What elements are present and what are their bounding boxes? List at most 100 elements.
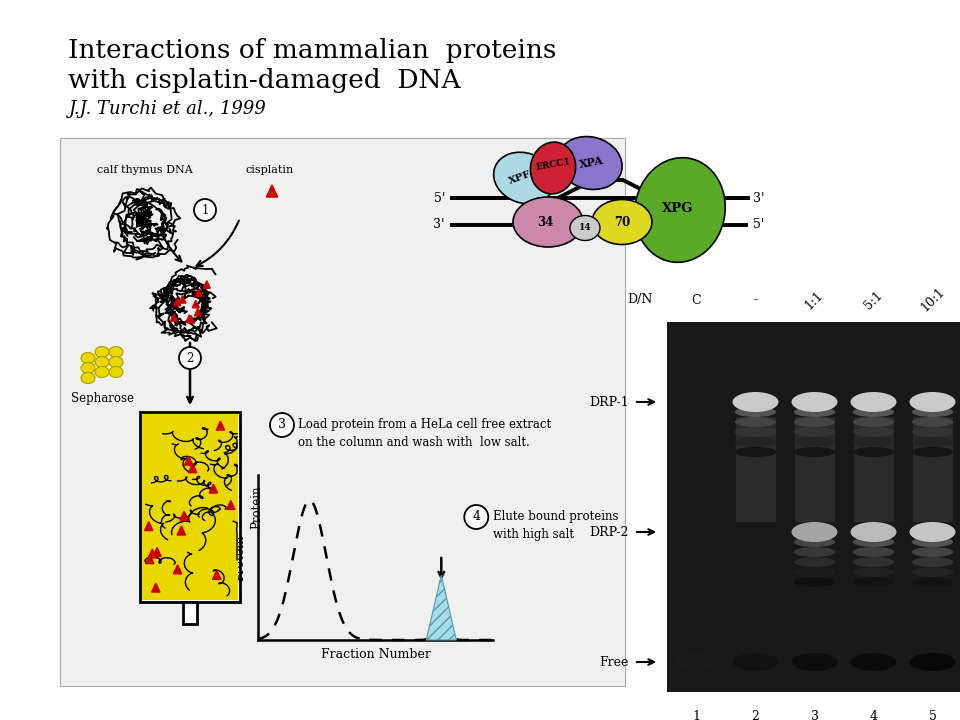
- Text: 34: 34: [537, 215, 553, 228]
- Ellipse shape: [912, 537, 953, 547]
- Ellipse shape: [794, 437, 835, 447]
- FancyBboxPatch shape: [735, 417, 776, 522]
- FancyBboxPatch shape: [795, 417, 834, 522]
- Ellipse shape: [794, 417, 835, 427]
- Text: DRP-1: DRP-1: [589, 395, 629, 408]
- FancyBboxPatch shape: [913, 417, 952, 522]
- Text: with cisplatin-damaged  DNA: with cisplatin-damaged DNA: [68, 68, 461, 93]
- Text: D/N: D/N: [627, 294, 653, 307]
- Polygon shape: [178, 526, 185, 535]
- Ellipse shape: [852, 437, 894, 447]
- Text: 10:1: 10:1: [918, 285, 947, 315]
- Polygon shape: [153, 547, 161, 557]
- Ellipse shape: [794, 547, 835, 557]
- FancyBboxPatch shape: [60, 138, 625, 686]
- Ellipse shape: [852, 407, 894, 417]
- Ellipse shape: [852, 427, 894, 437]
- Ellipse shape: [909, 522, 955, 542]
- Ellipse shape: [791, 653, 837, 671]
- Circle shape: [194, 199, 216, 221]
- Text: cisplatin: cisplatin: [246, 165, 294, 175]
- Ellipse shape: [794, 537, 835, 547]
- Text: Protein: Protein: [233, 534, 247, 581]
- Ellipse shape: [912, 567, 953, 577]
- Ellipse shape: [912, 407, 953, 417]
- Ellipse shape: [95, 356, 109, 367]
- Polygon shape: [194, 308, 202, 316]
- Text: -: -: [754, 294, 757, 307]
- Ellipse shape: [732, 653, 779, 671]
- Polygon shape: [148, 549, 156, 558]
- Text: 4: 4: [472, 510, 480, 523]
- Ellipse shape: [852, 577, 894, 587]
- Ellipse shape: [732, 392, 779, 412]
- Ellipse shape: [909, 653, 955, 671]
- Polygon shape: [171, 314, 178, 321]
- Text: XPG: XPG: [662, 202, 694, 215]
- Text: Free: Free: [600, 655, 629, 668]
- Ellipse shape: [81, 362, 95, 374]
- Text: 3: 3: [810, 710, 819, 720]
- Polygon shape: [216, 421, 225, 430]
- Ellipse shape: [734, 447, 777, 457]
- Polygon shape: [192, 300, 200, 307]
- Ellipse shape: [674, 653, 719, 671]
- Text: 1: 1: [692, 710, 701, 720]
- Text: 2: 2: [186, 351, 194, 364]
- Text: J.J. Turchi et al., 1999: J.J. Turchi et al., 1999: [68, 100, 266, 118]
- Ellipse shape: [570, 215, 600, 240]
- Ellipse shape: [852, 537, 894, 547]
- Ellipse shape: [530, 142, 576, 194]
- Ellipse shape: [81, 353, 95, 364]
- Text: 70: 70: [613, 215, 630, 228]
- Ellipse shape: [794, 567, 835, 577]
- FancyBboxPatch shape: [183, 602, 197, 624]
- Text: Protein: Protein: [250, 485, 263, 528]
- Ellipse shape: [794, 557, 835, 567]
- Ellipse shape: [95, 366, 109, 377]
- Ellipse shape: [912, 447, 953, 457]
- Ellipse shape: [734, 407, 777, 417]
- Text: 5': 5': [753, 218, 764, 232]
- Polygon shape: [188, 464, 197, 473]
- Text: 3': 3': [434, 218, 445, 232]
- Polygon shape: [209, 484, 218, 493]
- Text: 1:1: 1:1: [803, 288, 827, 312]
- Text: 5:1: 5:1: [862, 288, 885, 312]
- Ellipse shape: [635, 158, 725, 262]
- Text: 3': 3': [753, 192, 764, 204]
- Ellipse shape: [909, 392, 955, 412]
- Text: DRP-2: DRP-2: [589, 526, 629, 539]
- Ellipse shape: [912, 417, 953, 427]
- Text: XPF: XPF: [508, 170, 533, 186]
- Ellipse shape: [794, 407, 835, 417]
- FancyBboxPatch shape: [140, 412, 240, 602]
- Ellipse shape: [592, 199, 652, 245]
- Text: Load protein from a HeLa cell free extract
on the column and wash with  low salt: Load protein from a HeLa cell free extra…: [298, 418, 551, 449]
- Polygon shape: [186, 315, 193, 323]
- Polygon shape: [227, 500, 235, 510]
- Text: Sepharose: Sepharose: [70, 392, 133, 405]
- Polygon shape: [426, 575, 456, 640]
- Text: Elute bound proteins
with high salt: Elute bound proteins with high salt: [493, 510, 619, 541]
- Circle shape: [270, 413, 294, 437]
- Ellipse shape: [851, 522, 897, 542]
- Polygon shape: [152, 583, 160, 592]
- Ellipse shape: [558, 137, 622, 189]
- Text: Fraction Number: Fraction Number: [321, 648, 430, 661]
- Text: calf thymus DNA: calf thymus DNA: [97, 165, 193, 175]
- Text: C: C: [692, 294, 702, 307]
- Polygon shape: [145, 521, 153, 531]
- Polygon shape: [180, 511, 188, 520]
- Ellipse shape: [851, 392, 897, 412]
- Polygon shape: [184, 456, 193, 465]
- Polygon shape: [187, 315, 195, 323]
- Polygon shape: [146, 554, 154, 564]
- Ellipse shape: [912, 427, 953, 437]
- Polygon shape: [212, 570, 221, 580]
- Ellipse shape: [493, 152, 554, 204]
- FancyBboxPatch shape: [142, 414, 238, 600]
- Ellipse shape: [912, 557, 953, 567]
- Ellipse shape: [912, 437, 953, 447]
- Text: 4: 4: [870, 710, 877, 720]
